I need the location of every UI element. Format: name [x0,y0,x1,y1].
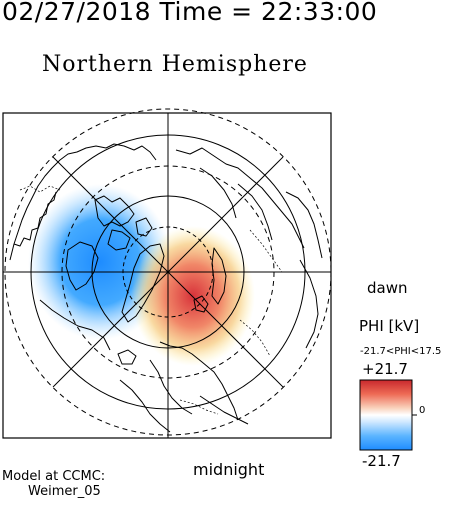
potential-pattern [28,184,255,366]
midnight-label: midnight [193,460,265,479]
dawn-label: dawn [367,279,408,297]
timestamp: 02/27/2018 Time = 22:33:00 [2,0,378,26]
model-label: Model at CCMC: [2,469,106,484]
colorbar-max-label: +21.7 [362,360,408,378]
model-name: Weimer_05 [28,484,101,499]
colorbar-range: -21.7<PHI<17.5 [360,346,442,357]
colorbar-min-label: -21.7 [362,452,401,470]
page-title: Northern Hemisphere [42,52,308,77]
colorbar-zero-label: 0 [419,405,426,416]
colorbar [359,379,417,451]
country-borders [19,185,283,415]
coastlines [9,143,323,433]
meridian-lines [3,113,331,438]
colorbar-title: PHI [kV] [359,317,420,335]
